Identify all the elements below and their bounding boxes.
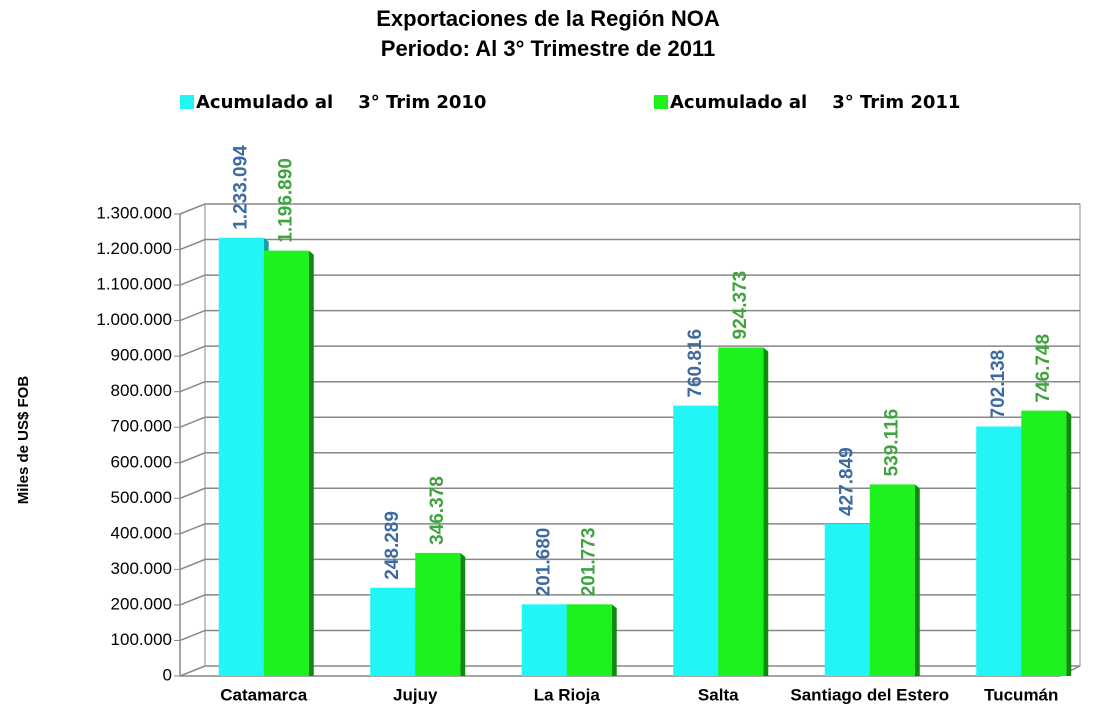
value-label: 1.233.094 — [230, 145, 251, 230]
value-label: 702.138 — [988, 350, 1009, 419]
bar-side — [914, 484, 920, 676]
y-tick-label: 500.000 — [111, 488, 172, 507]
grid-line — [179, 665, 1080, 677]
legend-swatch — [654, 95, 668, 109]
y-tick-label: 1.100.000 — [96, 275, 172, 294]
y-tick-label: 100.000 — [111, 630, 172, 649]
y-tick-label: 300.000 — [111, 559, 172, 578]
value-label: 924.373 — [730, 271, 751, 340]
grid-line — [179, 487, 1080, 500]
grid-line — [179, 274, 1080, 286]
chart-title: Exportaciones de la Región NOA — [376, 6, 720, 31]
chart-subtitle: Periodo: Al 3° Trimestre de 2011 — [381, 36, 715, 61]
value-label: 248.289 — [382, 511, 403, 580]
y-tick-label: 600.000 — [111, 452, 172, 471]
y-tick-label: 400.000 — [111, 523, 172, 542]
y-axis-label: Miles de US$ FOB — [15, 376, 32, 505]
legend-swatch — [180, 95, 194, 109]
grid-line — [179, 416, 1080, 428]
x-tick-label: La Rioja — [534, 685, 601, 704]
value-label: 346.378 — [427, 476, 448, 545]
legend-label: Acumulado al 3° Trim 2011 — [670, 92, 960, 113]
bar — [718, 347, 764, 676]
value-label: 201.680 — [533, 528, 554, 597]
bar — [415, 552, 461, 676]
value-label: 201.773 — [578, 528, 599, 597]
value-label: 539.116 — [881, 409, 902, 477]
grid-line — [179, 345, 1080, 357]
value-label: 1.196.890 — [275, 158, 296, 243]
bar — [1021, 410, 1067, 676]
bar — [976, 426, 1022, 676]
floor — [180, 665, 1081, 677]
y-tick-label: 1.300.000 — [96, 203, 172, 222]
y-tick-label: 800.000 — [111, 381, 172, 400]
x-tick-label: Tucumán — [984, 685, 1058, 704]
bar-side — [1066, 410, 1072, 676]
bar — [370, 587, 416, 676]
bar — [218, 237, 264, 677]
y-tick-label: 900.000 — [111, 346, 172, 365]
x-tick-label: Salta — [698, 685, 739, 704]
y-tick-label: 0 — [163, 665, 172, 684]
grid-line — [179, 629, 1080, 642]
x-tick-label: Jujuy — [393, 685, 438, 704]
bar — [673, 405, 719, 676]
grid-line — [179, 594, 1080, 606]
y-tick-label: 700.000 — [111, 417, 172, 436]
x-tick-label: Catamarca — [220, 685, 307, 704]
bar — [263, 250, 309, 676]
legend-label: Acumulado al 3° Trim 2010 — [196, 92, 486, 113]
value-label: 746.748 — [1033, 334, 1054, 403]
grid-line — [179, 203, 1080, 215]
bar — [521, 604, 567, 676]
grid-line — [179, 238, 1080, 251]
grid-line — [179, 309, 1080, 322]
bar-side — [763, 347, 769, 676]
grid-line — [179, 558, 1080, 571]
bar — [824, 523, 870, 676]
back-wall — [204, 203, 1081, 667]
value-label: 427.849 — [836, 447, 857, 516]
grid-line — [179, 452, 1080, 464]
grid-line — [179, 523, 1080, 535]
y-tick-label: 200.000 — [111, 594, 172, 613]
bar-side — [611, 604, 617, 676]
bar-side — [308, 250, 314, 676]
grid-line — [179, 380, 1080, 393]
y-tick-label: 1.000.000 — [96, 310, 172, 329]
y-tick-label: 1.200.000 — [96, 239, 172, 258]
bar — [869, 484, 915, 676]
bar — [566, 604, 612, 676]
bar-side — [460, 552, 466, 676]
value-label: 760.816 — [685, 329, 706, 398]
x-tick-label: Santiago del Estero — [790, 685, 949, 704]
